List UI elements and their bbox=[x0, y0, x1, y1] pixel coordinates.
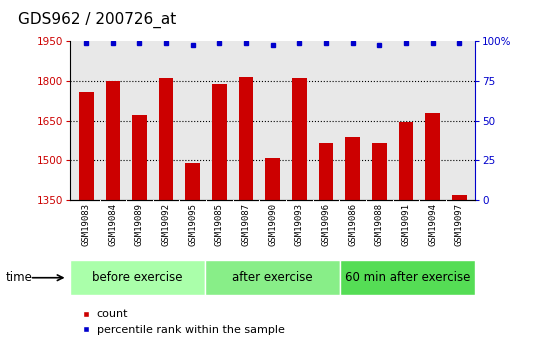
Text: GSM19088: GSM19088 bbox=[375, 203, 384, 246]
Text: time: time bbox=[5, 271, 32, 284]
Bar bbox=[79, 92, 93, 345]
Bar bbox=[452, 195, 467, 345]
Text: GSM19090: GSM19090 bbox=[268, 203, 277, 246]
Bar bbox=[319, 143, 333, 345]
Bar bbox=[185, 163, 200, 345]
Text: GSM19083: GSM19083 bbox=[82, 203, 91, 246]
Text: 60 min after exercise: 60 min after exercise bbox=[345, 271, 470, 284]
Text: GSM19085: GSM19085 bbox=[215, 203, 224, 246]
Bar bbox=[70, 260, 205, 295]
Bar bbox=[159, 78, 173, 345]
Text: GSM19087: GSM19087 bbox=[241, 203, 251, 246]
Text: GSM19091: GSM19091 bbox=[401, 203, 410, 246]
Text: GSM19089: GSM19089 bbox=[135, 203, 144, 246]
Text: GSM19093: GSM19093 bbox=[295, 203, 304, 246]
Text: GSM19095: GSM19095 bbox=[188, 203, 197, 246]
Bar bbox=[345, 137, 360, 345]
Text: GSM19092: GSM19092 bbox=[161, 203, 171, 246]
Text: after exercise: after exercise bbox=[232, 271, 313, 284]
Bar bbox=[265, 158, 280, 345]
Bar bbox=[425, 113, 440, 345]
Legend: count, percentile rank within the sample: count, percentile rank within the sample bbox=[76, 305, 289, 339]
Text: GSM19096: GSM19096 bbox=[321, 203, 330, 246]
Text: GSM19086: GSM19086 bbox=[348, 203, 357, 246]
Bar bbox=[292, 78, 307, 345]
Bar bbox=[132, 116, 147, 345]
Bar bbox=[372, 143, 387, 345]
Text: GDS962 / 200726_at: GDS962 / 200726_at bbox=[18, 11, 177, 28]
Bar bbox=[239, 77, 253, 345]
Bar bbox=[340, 260, 475, 295]
Bar bbox=[105, 81, 120, 345]
Bar bbox=[212, 84, 227, 345]
Text: GSM19094: GSM19094 bbox=[428, 203, 437, 246]
Text: GSM19097: GSM19097 bbox=[455, 203, 464, 246]
Bar bbox=[399, 122, 413, 345]
Text: GSM19084: GSM19084 bbox=[109, 203, 117, 246]
Text: before exercise: before exercise bbox=[92, 271, 183, 284]
Bar bbox=[205, 260, 340, 295]
